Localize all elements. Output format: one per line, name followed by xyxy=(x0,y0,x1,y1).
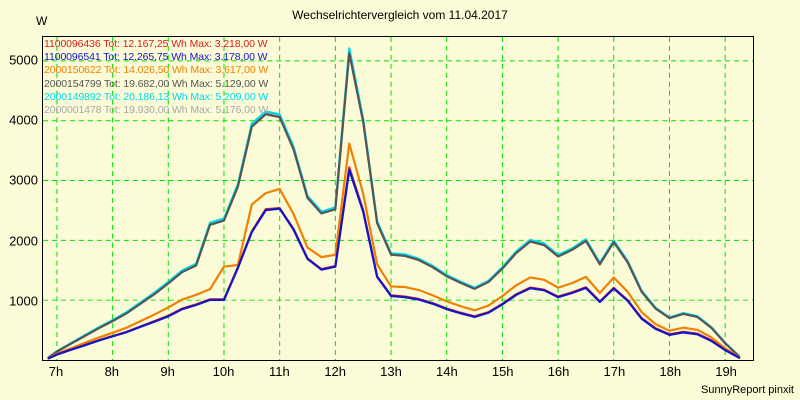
plot-area xyxy=(42,36,754,361)
series-line-1100096436 xyxy=(47,166,741,360)
y-tick-label: 3000 xyxy=(9,172,38,188)
x-tick-label: 12h xyxy=(324,364,347,379)
legend: 1100096436 Tot: 12.167,25 Wh Max: 3.218,… xyxy=(44,38,304,117)
series-lines xyxy=(47,47,741,360)
x-tick-label: 19h xyxy=(715,364,737,379)
y-tick-label: 5000 xyxy=(9,52,38,68)
x-tick-label: 15h xyxy=(491,364,514,379)
footer-note: SunnyReport pinxit xyxy=(701,384,794,396)
x-tick-label: 17h xyxy=(603,364,626,379)
gridlines xyxy=(43,37,753,360)
y-axis-unit-label: W xyxy=(36,14,48,28)
legend-item-1100096541: 1100096541 Tot: 12.265,75 Wh Max: 3.178,… xyxy=(44,51,268,64)
legend-item-2000001478: 2000001478 Tot: 19.930,00 Wh Max: 5.176,… xyxy=(44,104,269,117)
legend-item-2000154799: 2000154799 Tot: 19.682,00 Wh Max: 5.129,… xyxy=(44,77,269,90)
series-line-2000154799 xyxy=(47,52,741,359)
series-line-2000150622 xyxy=(47,142,741,360)
legend-item-1100096436: 1100096436 Tot: 12.167,25 Wh Max: 3.218,… xyxy=(44,38,268,50)
legend-item-2000149892: 2000149892 Tot: 20.186,13 Wh Max: 5.209,… xyxy=(44,90,269,103)
chart-title: Wechselrichtervergleich vom 11.04.2017 xyxy=(292,8,508,22)
legend-item-2000150622: 2000150622 Tot: 14.026,50 Wh Max: 3.617,… xyxy=(44,64,269,77)
x-tick-label: 18h xyxy=(659,364,682,379)
x-tick-label: 9h xyxy=(160,364,175,379)
y-tick-label: 2000 xyxy=(9,233,38,249)
x-tick-label: 14h xyxy=(436,364,458,379)
plot-svg xyxy=(43,37,753,360)
x-tick-label: 7h xyxy=(48,364,64,379)
x-tick-label: 13h xyxy=(380,364,402,379)
x-tick-label: 8h xyxy=(104,364,120,379)
x-tick-label: 11h xyxy=(268,364,290,379)
x-tick-label: 10h xyxy=(212,364,235,379)
x-tick-label: 16h xyxy=(547,364,570,379)
y-tick-label: 1000 xyxy=(9,293,38,309)
y-tick-label: 4000 xyxy=(9,112,38,128)
series-line-1100096541 xyxy=(47,168,741,360)
